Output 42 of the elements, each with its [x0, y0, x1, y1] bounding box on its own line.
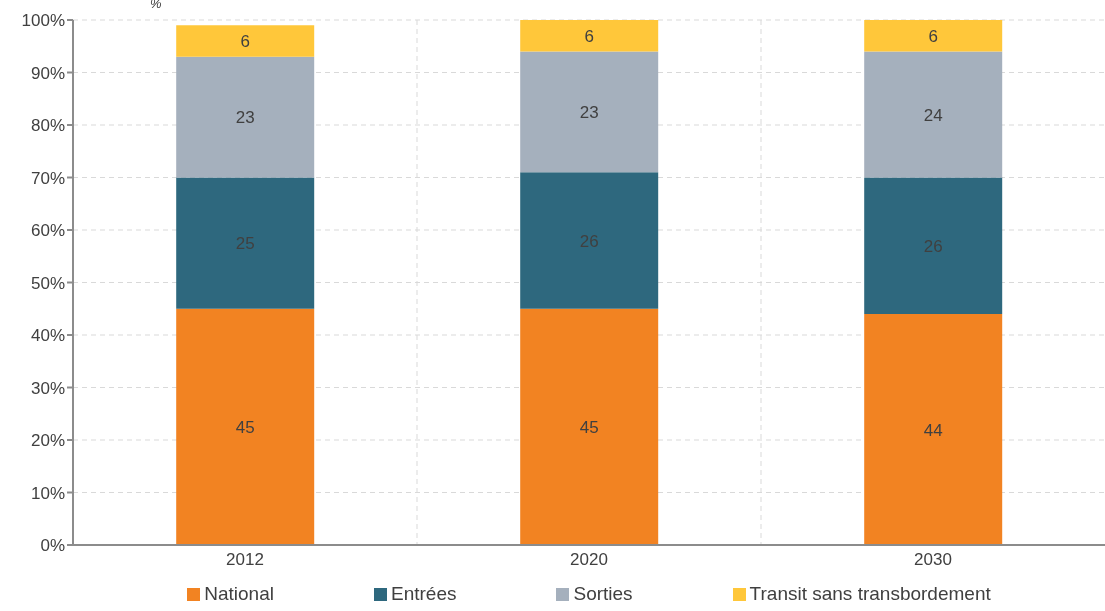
data-label: 45	[579, 417, 599, 437]
y-tick-label: 70%	[30, 168, 65, 188]
y-tick-label: 40%	[30, 326, 65, 346]
data-label: 6	[584, 26, 594, 46]
y-tick-label: 0%	[40, 536, 65, 556]
y-tick-label: 90%	[30, 63, 65, 83]
legend-label: Sorties	[573, 583, 633, 605]
y-tick-label: 50%	[30, 273, 65, 293]
bar	[864, 177, 1003, 314]
legend-label: Entrées	[390, 583, 457, 605]
data-label: 24	[923, 105, 943, 125]
bar	[864, 314, 1003, 545]
data-label: 23	[579, 102, 599, 122]
x-tick-label: 2020	[570, 550, 608, 570]
data-label: 44	[923, 420, 943, 440]
x-tick-label: 2030	[914, 550, 952, 570]
data-label: 6	[928, 26, 938, 46]
y-tick-label: 100%	[21, 11, 65, 31]
bar	[176, 56, 315, 178]
legend-label: Transit sans transbordement	[749, 583, 991, 605]
data-label: 26	[923, 236, 943, 256]
data-label: 25	[235, 234, 255, 254]
bar	[176, 177, 315, 309]
data-label: 45	[235, 417, 255, 437]
bar	[176, 308, 315, 545]
data-label: 26	[579, 231, 599, 251]
bar	[176, 25, 315, 57]
x-tick-label: 2012	[226, 550, 264, 570]
bar	[520, 20, 659, 52]
y-tick-label: 10%	[30, 483, 65, 503]
bar	[864, 51, 1003, 178]
y-tick-label: 80%	[30, 116, 65, 136]
bar	[520, 172, 659, 309]
bar	[864, 20, 1003, 52]
data-label: 23	[235, 108, 255, 128]
data-label: 6	[240, 32, 250, 52]
y-tick-label: 20%	[30, 431, 65, 451]
y-tick-label: 30%	[30, 378, 65, 398]
y-tick-label: 60%	[30, 221, 65, 241]
legend-label: National	[204, 583, 274, 605]
bar	[520, 51, 659, 173]
bar	[520, 308, 659, 545]
